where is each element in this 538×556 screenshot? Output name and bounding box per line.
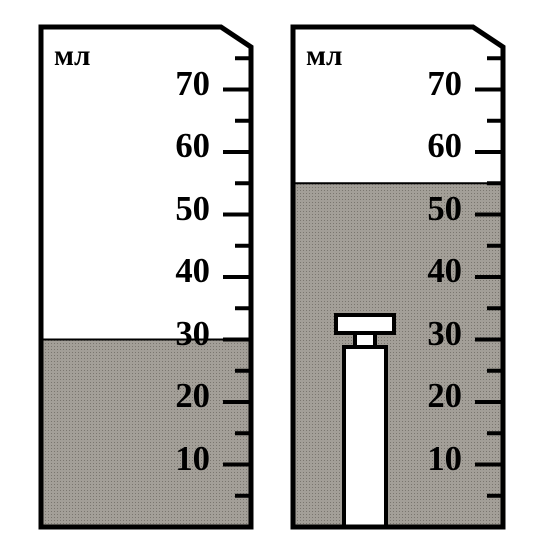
cylinder-right: мл 10 20 30 40 50 60 70 — [288, 22, 508, 532]
unit-label: мл — [54, 40, 90, 73]
tick-label: 10 — [140, 440, 210, 479]
tick-label: 40 — [140, 252, 210, 291]
tick-label: 70 — [140, 65, 210, 104]
tick-label: 50 — [140, 190, 210, 229]
immersed-weight — [336, 315, 394, 527]
unit-label: мл — [306, 40, 342, 73]
tick-label: 60 — [140, 127, 210, 166]
tick-label: 10 — [392, 440, 462, 479]
tick-label: 20 — [140, 377, 210, 416]
tick-label: 40 — [392, 252, 462, 291]
tick-label: 20 — [392, 377, 462, 416]
tick-label: 30 — [140, 315, 210, 354]
liquid — [41, 340, 251, 528]
tick-label: 60 — [392, 127, 462, 166]
cylinder-left: мл 10 20 30 40 50 60 70 — [36, 22, 256, 532]
tick-label: 70 — [392, 65, 462, 104]
tick-label: 30 — [392, 315, 462, 354]
tick-label: 50 — [392, 190, 462, 229]
